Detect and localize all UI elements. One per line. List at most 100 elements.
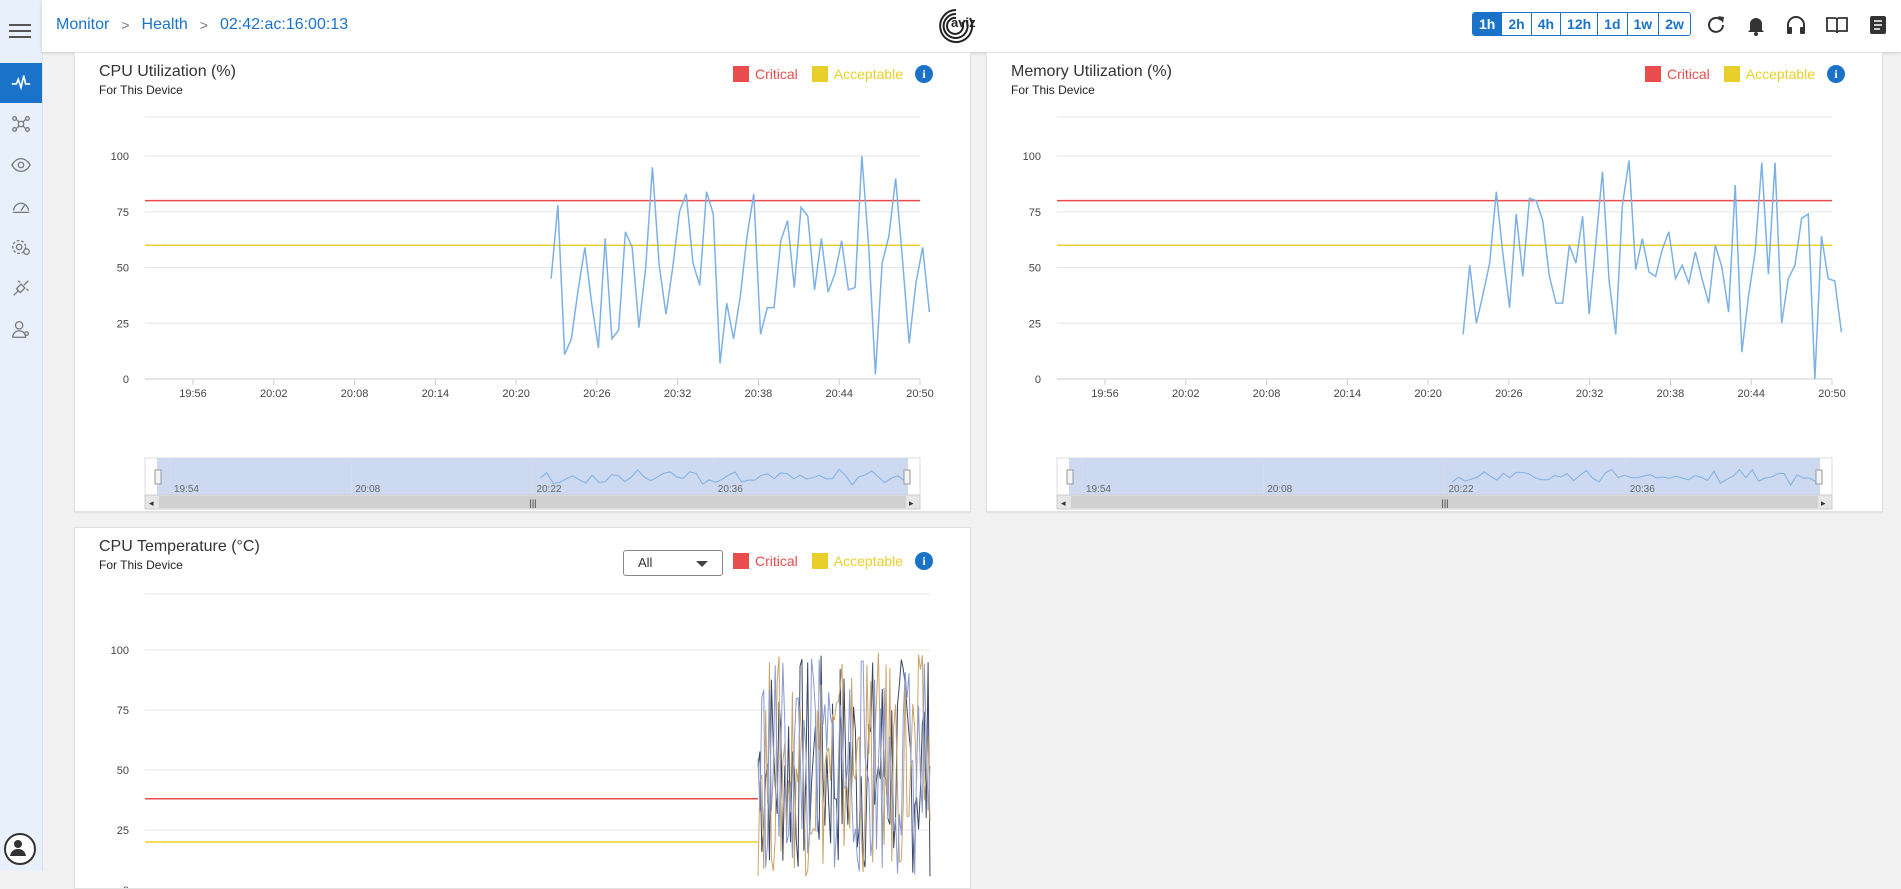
x-tick-label: 20:02	[1172, 388, 1200, 400]
x-tick-label: 20:02	[260, 388, 288, 400]
range-4h[interactable]: 4h	[1532, 13, 1561, 35]
y-tick-label: 75	[117, 207, 129, 219]
x-tick-label: 20:32	[664, 388, 692, 400]
y-tick-label: 25	[1029, 318, 1041, 330]
x-tick-label: 20:50	[1818, 388, 1846, 400]
x-tick-label: 20:08	[341, 388, 369, 400]
bell-icon[interactable]	[1744, 13, 1768, 37]
critical-swatch	[1645, 66, 1661, 82]
x-tick-label: 20:08	[1253, 388, 1281, 400]
legend-acceptable[interactable]: Acceptable	[834, 553, 903, 569]
x-tick-label: 20:26	[1495, 388, 1523, 400]
critical-swatch	[733, 553, 749, 569]
cpu-utilization-chart: 0 25 50 75 100 19:56 20:02 20:08 20:14 20:20 20:26…	[75, 81, 970, 511]
legend-critical[interactable]: Critical	[755, 553, 798, 569]
time-range-selector: 1h 2h 4h 12h 1d 1w 2w	[1472, 12, 1691, 36]
y-tick-label: 100	[1023, 151, 1041, 163]
dashboard-icon[interactable]	[0, 186, 42, 226]
header: Monitor > Health > 02:42:ac:16:00:13 avi…	[42, 0, 1901, 52]
series-line	[1463, 160, 1841, 379]
scroll-right-icon: ▸	[909, 498, 914, 508]
settings-icon[interactable]	[0, 227, 42, 267]
visibility-icon[interactable]	[0, 145, 42, 185]
x-tick-label: 20:44	[1737, 388, 1765, 400]
x-tick-label: 20:44	[825, 388, 853, 400]
navigator-label: 20:22	[1449, 484, 1474, 495]
series-line	[551, 156, 929, 375]
acceptable-swatch	[1724, 66, 1740, 82]
monitor-health-icon[interactable]	[0, 63, 42, 103]
y-tick-label: 75	[1029, 207, 1041, 219]
cpu-temperature-card: CPU Temperature (°C) For This Device All…	[74, 527, 971, 889]
x-tick-label: 20:14	[422, 388, 450, 400]
x-tick-label: 20:20	[502, 388, 530, 400]
critical-swatch	[733, 66, 749, 82]
sidebar	[0, 0, 43, 871]
users-icon[interactable]	[0, 309, 42, 349]
legend-critical[interactable]: Critical	[1667, 66, 1710, 82]
x-tick-label: 20:50	[906, 388, 934, 400]
y-tick-label: 100	[111, 645, 129, 657]
card-title: CPU Utilization (%)	[99, 63, 236, 81]
y-tick-label: 25	[117, 825, 129, 837]
book-icon[interactable]	[1825, 13, 1849, 37]
legend-acceptable[interactable]: Acceptable	[1746, 66, 1815, 82]
x-tick-label: 19:56	[1091, 388, 1119, 400]
x-tick-label: 20:32	[1576, 388, 1604, 400]
navigator-label: 20:08	[1267, 484, 1292, 495]
scroll-left-icon: ◂	[1061, 498, 1066, 508]
y-tick-label: 25	[117, 318, 129, 330]
legend-critical[interactable]: Critical	[755, 66, 798, 82]
headset-icon[interactable]	[1784, 13, 1808, 37]
avatar[interactable]	[4, 833, 36, 865]
y-tick-label: 50	[117, 263, 129, 275]
navigator-handle-right	[1816, 470, 1822, 484]
chevron-right-icon: >	[121, 17, 129, 33]
navigator-label: 19:54	[1086, 484, 1111, 495]
navigator-label: 19:54	[174, 484, 199, 495]
range-1w[interactable]: 1w	[1628, 13, 1660, 35]
navigator-handle-left	[1067, 470, 1073, 484]
range-2h[interactable]: 2h	[1502, 13, 1531, 35]
logo-text: aviz	[951, 15, 976, 30]
x-tick-label: 20:20	[1414, 388, 1442, 400]
breadcrumb-monitor[interactable]: Monitor	[56, 16, 109, 34]
y-tick-label: 75	[117, 705, 129, 717]
cpu-utilization-card: CPU Utilization (%) For This Device Crit…	[74, 52, 971, 512]
x-tick-label: 20:14	[1334, 388, 1362, 400]
card-title: Memory Utilization (%)	[1011, 63, 1172, 81]
x-tick-label: 19:56	[179, 388, 207, 400]
topology-icon[interactable]	[0, 104, 42, 144]
document-icon[interactable]	[1866, 13, 1890, 37]
range-1h[interactable]: 1h	[1473, 13, 1502, 35]
scroll-right-icon: ▸	[1821, 498, 1826, 508]
range-1d[interactable]: 1d	[1598, 13, 1627, 35]
range-2w[interactable]: 2w	[1659, 13, 1690, 35]
legend-acceptable[interactable]: Acceptable	[834, 66, 903, 82]
scroll-left-icon: ◂	[149, 498, 154, 508]
x-tick-label: 20:26	[583, 388, 611, 400]
y-tick-label: 0	[123, 374, 129, 386]
card-title: CPU Temperature (°C)	[99, 538, 260, 556]
scroll-grip-icon: |||	[530, 498, 537, 508]
chevron-down-icon	[696, 561, 708, 567]
y-tick-label: 100	[111, 151, 129, 163]
chevron-right-icon: >	[200, 17, 208, 33]
acceptable-swatch	[812, 553, 828, 569]
menu-icon[interactable]	[7, 20, 33, 40]
y-tick-label: 50	[117, 765, 129, 777]
range-12h[interactable]: 12h	[1561, 13, 1598, 35]
x-tick-label: 20:38	[1657, 388, 1685, 400]
navigator-label: 20:36	[1630, 484, 1655, 495]
navigator-label: 20:22	[537, 484, 562, 495]
navigator-label: 20:36	[718, 484, 743, 495]
breadcrumb-device[interactable]: 02:42:ac:16:00:13	[220, 16, 348, 34]
y-tick-label: 0	[1035, 374, 1041, 386]
connector-icon[interactable]	[0, 268, 42, 308]
refresh-icon[interactable]	[1704, 13, 1728, 37]
acceptable-swatch	[812, 66, 828, 82]
breadcrumb-health[interactable]: Health	[142, 16, 188, 34]
breadcrumb: Monitor > Health > 02:42:ac:16:00:13	[56, 16, 348, 34]
